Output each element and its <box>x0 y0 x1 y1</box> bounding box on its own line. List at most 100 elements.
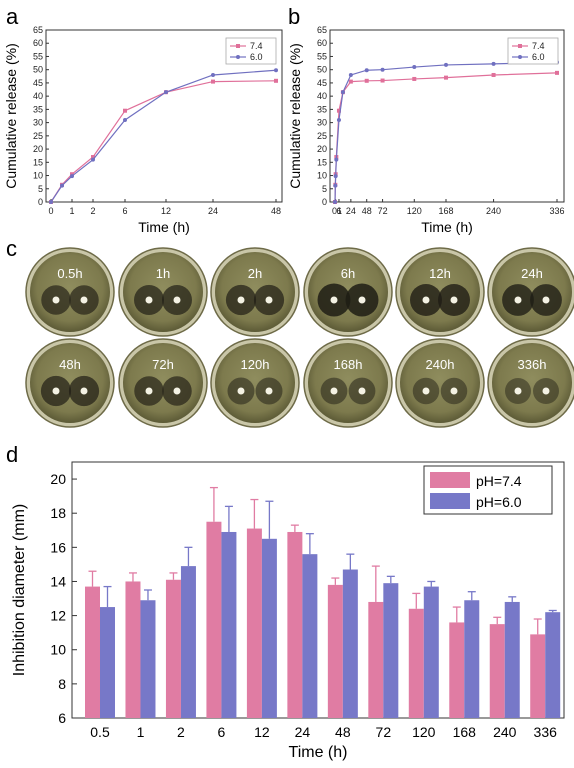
sample-disc <box>422 387 430 395</box>
chart-b-x-ticks: 016 24 48 72 120 168 240 336 <box>332 199 565 216</box>
x-tick-label: 48 <box>271 206 281 216</box>
sample-disc <box>80 387 88 395</box>
data-point-7.4 <box>555 70 559 75</box>
x-tick-label: 2 <box>177 724 185 740</box>
y-tick-label: 45 <box>33 78 43 88</box>
bar-pH=6.0 <box>261 538 277 718</box>
agar-plate <box>123 343 203 423</box>
sample-disc <box>265 296 273 304</box>
x-tick-label: 01 <box>332 206 342 216</box>
y-tick-label: 10 <box>317 171 327 181</box>
series-line-7.4 <box>334 72 558 203</box>
y-tick-label: 15 <box>33 157 43 167</box>
bar-pH=7.4 <box>449 622 465 718</box>
y-tick-label: 40 <box>33 91 43 101</box>
sample-disc <box>145 387 153 395</box>
y-tick-label: 55 <box>317 51 327 61</box>
y-tick-label: 16 <box>50 539 66 555</box>
legend-marker <box>236 44 240 48</box>
dish-time-label: 24h <box>521 266 543 281</box>
y-tick-label: 65 <box>317 25 327 35</box>
chart-a-frame <box>45 29 283 203</box>
legend-label-pH=6.0: pH=6.0 <box>476 494 522 510</box>
sample-disc <box>422 296 430 304</box>
sample-disc <box>80 296 88 304</box>
legend-marker <box>518 55 522 59</box>
series-line-6.0 <box>50 69 277 203</box>
y-tick-label: 15 <box>317 157 327 167</box>
x-tick-label: 240 <box>486 206 501 216</box>
y-tick-label: 20 <box>317 144 327 154</box>
y-tick-label: 10 <box>33 171 43 181</box>
petri-dish: 48h <box>25 338 115 428</box>
chart-a-xlabel: Time (h) <box>138 219 190 235</box>
data-point-6.0 <box>211 72 215 77</box>
dish-time-label: 0.5h <box>57 266 82 281</box>
sample-disc <box>265 387 273 395</box>
y-tick-label: 65 <box>33 25 43 35</box>
x-tick-label: 0.5 <box>90 724 110 740</box>
data-point-6.0 <box>164 90 168 95</box>
petri-dish: 240h <box>395 338 485 428</box>
x-tick-label: 6 <box>218 724 226 740</box>
agar-plate <box>400 252 480 332</box>
y-tick-label: 5 <box>38 184 43 194</box>
chart-d-x-ticks: 0.5 1 2 6 12 24 48 72 120 168 240 336 <box>90 724 557 740</box>
data-point-6.0 <box>49 200 53 204</box>
data-point-7.4 <box>211 79 215 84</box>
agar-plate <box>215 343 295 423</box>
sample-disc <box>173 387 181 395</box>
bar-pH=7.4 <box>85 586 100 718</box>
chart-b-legend: 7.46.0 <box>507 37 559 65</box>
bar-pH=7.4 <box>408 608 424 718</box>
sample-disc <box>52 296 60 304</box>
agar-plate <box>123 252 203 332</box>
data-point-7.4 <box>364 78 369 83</box>
dish-time-label: 48h <box>59 357 81 372</box>
data-point-6.0 <box>340 90 345 95</box>
sample-disc <box>358 387 366 395</box>
bar-pH=6.0 <box>545 612 561 718</box>
bar-pH=6.0 <box>302 554 318 718</box>
x-tick-label: 12 <box>254 724 270 740</box>
x-tick-label: 0 <box>48 206 53 216</box>
agar-plate <box>400 343 480 423</box>
data-point-6.0 <box>274 68 278 73</box>
y-tick-label: 6 <box>58 710 66 726</box>
data-point-6.0 <box>444 62 448 67</box>
sample-disc <box>542 296 550 304</box>
chart-d-bars <box>85 486 561 718</box>
agar-plate <box>30 343 110 423</box>
bar-pH=7.4 <box>246 528 262 718</box>
bar-pH=7.4 <box>368 601 384 718</box>
data-point-7.4 <box>412 76 417 81</box>
x-tick-label: 120 <box>412 724 436 740</box>
data-point-6.0 <box>348 72 353 77</box>
data-point-7.4 <box>380 78 385 83</box>
y-tick-label: 30 <box>317 118 327 128</box>
panel-label-a: a <box>6 4 19 29</box>
petri-dish: 12h <box>395 247 485 337</box>
legend-swatch-pH=7.4 <box>430 472 470 488</box>
panel-label-d: d <box>6 442 18 467</box>
data-point-6.0 <box>364 68 369 73</box>
sample-disc <box>358 296 366 304</box>
x-tick-label: 6 <box>336 206 341 216</box>
y-tick-label: 10 <box>50 642 66 658</box>
bar-pH=7.4 <box>165 579 181 718</box>
agar-plate <box>492 343 572 423</box>
bar-pH=6.0 <box>100 607 115 718</box>
chart-b-frame <box>329 29 565 203</box>
series-line-6.0 <box>334 61 558 203</box>
y-tick-label: 35 <box>317 104 327 114</box>
bar-pH=6.0 <box>464 600 480 718</box>
data-point-7.4 <box>123 108 127 113</box>
data-point-6.0 <box>123 117 127 122</box>
x-tick-label: 24 <box>208 206 218 216</box>
bar-pH=6.0 <box>383 583 399 718</box>
dish-time-label: 240h <box>426 357 455 372</box>
chart-b: 0 5 10 15 20 25 30 35 40 45 50 55 60 65 016 24 48 72 120 1… <box>287 25 565 235</box>
petri-dish: 0.5h <box>25 247 115 337</box>
